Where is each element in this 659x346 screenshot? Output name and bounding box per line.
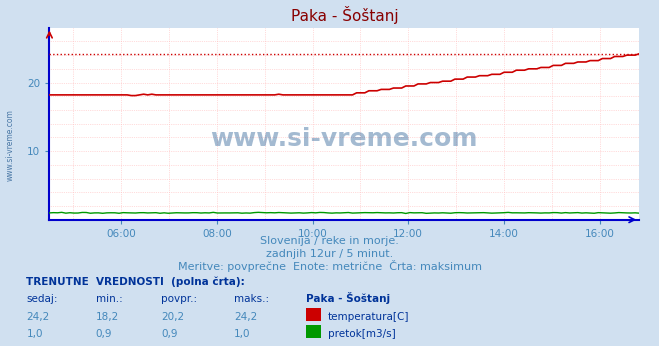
Text: zadnjih 12ur / 5 minut.: zadnjih 12ur / 5 minut. (266, 249, 393, 259)
Text: maks.:: maks.: (234, 294, 269, 304)
Text: Slovenija / reke in morje.: Slovenija / reke in morje. (260, 236, 399, 246)
Text: Meritve: povprečne  Enote: metrične  Črta: maksimum: Meritve: povprečne Enote: metrične Črta:… (177, 260, 482, 272)
Text: temperatura[C]: temperatura[C] (328, 312, 409, 322)
Text: 24,2: 24,2 (26, 312, 49, 322)
Text: TRENUTNE  VREDNOSTI  (polna črta):: TRENUTNE VREDNOSTI (polna črta): (26, 277, 245, 288)
Text: 0,9: 0,9 (96, 329, 112, 339)
Title: Paka - Šoštanj: Paka - Šoštanj (291, 6, 398, 24)
Text: 1,0: 1,0 (234, 329, 250, 339)
Text: Paka - Šoštanj: Paka - Šoštanj (306, 292, 391, 304)
Text: 0,9: 0,9 (161, 329, 178, 339)
Text: 20,2: 20,2 (161, 312, 185, 322)
Text: povpr.:: povpr.: (161, 294, 198, 304)
Text: min.:: min.: (96, 294, 123, 304)
Text: 18,2: 18,2 (96, 312, 119, 322)
Text: sedaj:: sedaj: (26, 294, 58, 304)
Text: www.si-vreme.com: www.si-vreme.com (5, 109, 14, 181)
Text: pretok[m3/s]: pretok[m3/s] (328, 329, 395, 339)
Text: 1,0: 1,0 (26, 329, 43, 339)
Text: www.si-vreme.com: www.si-vreme.com (211, 127, 478, 151)
Text: 24,2: 24,2 (234, 312, 257, 322)
